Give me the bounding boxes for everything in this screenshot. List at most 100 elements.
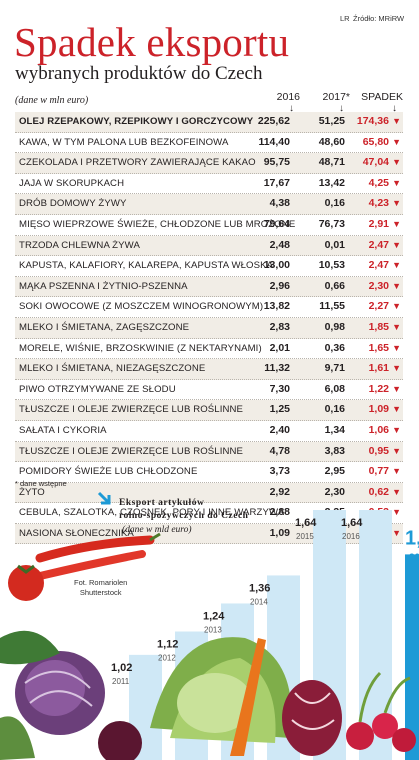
chart-title-line-2: rolno-spożywczych do Czech [119,511,249,521]
table-row: MORELE, WIŚNIE, BRZOSKWINIE (Z NEKTARYNA… [15,339,403,360]
value-2016: 225,62 [257,115,290,127]
triangle-down-icon: ▼ [392,383,401,394]
value-drop: 2,47 [368,259,389,272]
value-drop: 1,65 [368,341,389,354]
table-row: TRZODA CHLEWNA ŻYWA 2,48 0,01 2,47 ▼ [15,235,403,257]
value-drop: 65,80 [362,135,389,148]
product-name: TŁUSZCZE I OLEJE ZWIERZĘCE LUB ROŚLINNE [19,404,244,416]
value-drop: 2,30 [368,279,389,292]
bar-year-label: 2013 [204,625,222,634]
product-name: PIWO OTRZYMYWANE ZE SŁODU [19,383,176,395]
value-drop: 47,04 [362,156,389,169]
table-row: KAPUSTA, KALAFIORY, KALAREPA, KAPUSTA WŁ… [15,256,403,277]
triangle-down-icon: ▼ [392,486,401,497]
value-2016: 1,09 [269,526,290,539]
photo-credit: Fot. Romariolen Shutterstock [74,578,127,598]
triangle-down-icon: ▼ [392,301,401,312]
chart-unit: (dane w mld euro) [122,525,192,535]
chart-title: Eksport artykułów rolno-spożywczych do C… [119,497,248,523]
table-row: MĄKA PSZENNA I ŻYTNIO-PSZENNA 2,96 0,66 2,3… [15,276,403,298]
value-2016: 114,40 [258,135,290,148]
photo-credit-line-2: Shutterstock [79,588,122,597]
product-name: MORELE, WIŚNIE, BRZOSKWINIE (Z NEKTARYNA… [19,342,262,354]
value-2017: 0,01 [324,238,345,251]
value-drop: 2,91 [368,217,389,230]
product-name: TŁUSZCZE I OLEJE ZWIERZĘCE LUB ROŚLINNE [19,445,244,457]
value-2017: 13,42 [318,176,345,189]
value-drop: 0,77 [368,465,389,478]
value-2017: 2,30 [324,485,345,498]
page-subtitle: wybranych produktów do Czech [15,63,263,84]
value-2017: 6,08 [324,382,345,395]
column-header-2017-label: 2017* [322,91,350,103]
triangle-down-icon: ▼ [392,260,401,271]
column-header-2016: 2016 ↓ [240,91,300,114]
column-header-spadek-label: SPADEK [361,91,403,103]
value-2017: 0,66 [324,279,345,292]
value-2017: 51,25 [318,115,345,127]
arrow-down-icon: ↓ [289,103,294,114]
bar-value-label: 1,45 [405,527,419,549]
value-2016: 4,38 [269,197,290,210]
product-name: POMIDORY ŚWIEŻE LUB CHŁODZONE [19,466,198,478]
value-drop: 4,23 [368,197,389,210]
table-row: POMIDORY ŚWIEŻE LUB CHŁODZONE 3,73 2,95 0,7… [15,462,403,483]
product-name: KAPUSTA, KALAFIORY, KALAREPA, KAPUSTA WŁ… [19,260,274,272]
product-name: MLEKO I ŚMIETANA, NIEZAGĘSZCZONE [19,363,206,375]
triangle-down-icon: ▼ [392,136,401,147]
value-2017: 3,83 [324,444,345,457]
bar-year-label: 2011 [112,677,130,686]
value-2016: 2,40 [269,423,290,436]
bar-year-label: 2017* [409,552,419,563]
triangle-down-icon: ▼ [392,198,401,209]
value-2016: 13,00 [263,259,290,272]
value-2016: 2,01 [269,341,290,354]
export-chart: 1,02 2011 1,12 2012 1,24 2013 1,36 2014 1,64 2015… [0,510,419,760]
table-row: SOKI OWOCOWE (Z MOSZCZEM WINOGRONOWYM) 13… [15,297,403,318]
table-row: MLEKO I ŚMIETANA, NIEZAGĘSZCZONE 11,32 9,7… [15,359,403,380]
triangle-down-icon: ▼ [392,157,401,168]
value-2016: 7,30 [269,382,290,395]
value-drop: 1,06 [368,423,389,436]
table-row: ŻYTO 2,92 2,30 0,62 ▼ [15,482,403,504]
product-name: TRZODA CHLEWNA ŻYWA [19,239,140,251]
chart-title-line-1: Eksport artykułów [119,498,205,508]
vegetables-illustration [0,532,416,760]
table-row: DRÓB DOMOWY ŻYWY 4,38 0,16 4,23 ▼ [15,194,403,215]
product-name: MIĘSO WIEPRZOWE ŚWIEŻE, CHŁODZONE LUB MR… [19,218,296,230]
table-row: TŁUSZCZE I OLEJE ZWIERZĘCE LUB ROŚLINNE 4… [15,441,403,463]
product-name: ŻYTO [19,486,45,498]
product-name: MLEKO I ŚMIETANA, ZAGĘSZCZONE [19,321,190,333]
table-row: OLEJ RZEPAKOWY, RZEPIKOWY I GORCZYCOWY 22… [15,112,403,133]
product-name: JAJA W SKORUPKACH [19,177,125,189]
table-unit: (dane w mln euro) [15,95,89,106]
value-2017: 48,71 [318,156,345,169]
table-row: TŁUSZCZE I OLEJE ZWIERZĘCE LUB ROŚLINNE 1… [15,400,403,421]
triangle-down-icon: ▼ [392,218,401,229]
bar-value-label: 1,02 [111,662,132,674]
bar-2017* [405,554,419,760]
value-2017: 10,53 [318,259,345,272]
triangle-down-icon: ▼ [392,445,401,456]
value-2016: 2,96 [269,279,290,292]
value-2017: 0,16 [324,403,345,416]
table-row: KAWA, W TYM PALONA LUB BEZKOFEINOWA 114,4… [15,133,403,154]
value-2016: 1,25 [269,403,290,416]
bar-year-label: 2012 [158,654,176,663]
bar-value-label: 1,64 [295,517,317,529]
triangle-down-icon: ▼ [392,507,401,518]
value-2017: 48,60 [318,135,345,148]
value-drop: 0,95 [368,444,389,457]
product-name: OLEJ RZEPAKOWY, RZEPIKOWY I GORCZYCOWY [19,116,254,127]
bar-year-label: 2014 [250,597,268,606]
value-2016: 13,82 [263,300,290,313]
triangle-down-icon: ▼ [392,342,401,353]
triangle-down-icon: ▼ [392,527,401,538]
product-name: SOKI OWOCOWE (Z MOSZCZEM WINOGRONOWYM) [19,301,264,313]
value-2016: 95,75 [263,156,290,169]
export-table: OLEJ RZEPAKOWY, RZEPIKOWY I GORCZYCOWY 22… [15,112,403,545]
value-drop: 2,47 [368,238,389,251]
triangle-down-icon: ▼ [392,280,401,291]
bar-year-label: 2015 [296,532,314,541]
photo-credit-line-1: Fot. Romariolen [74,578,128,587]
